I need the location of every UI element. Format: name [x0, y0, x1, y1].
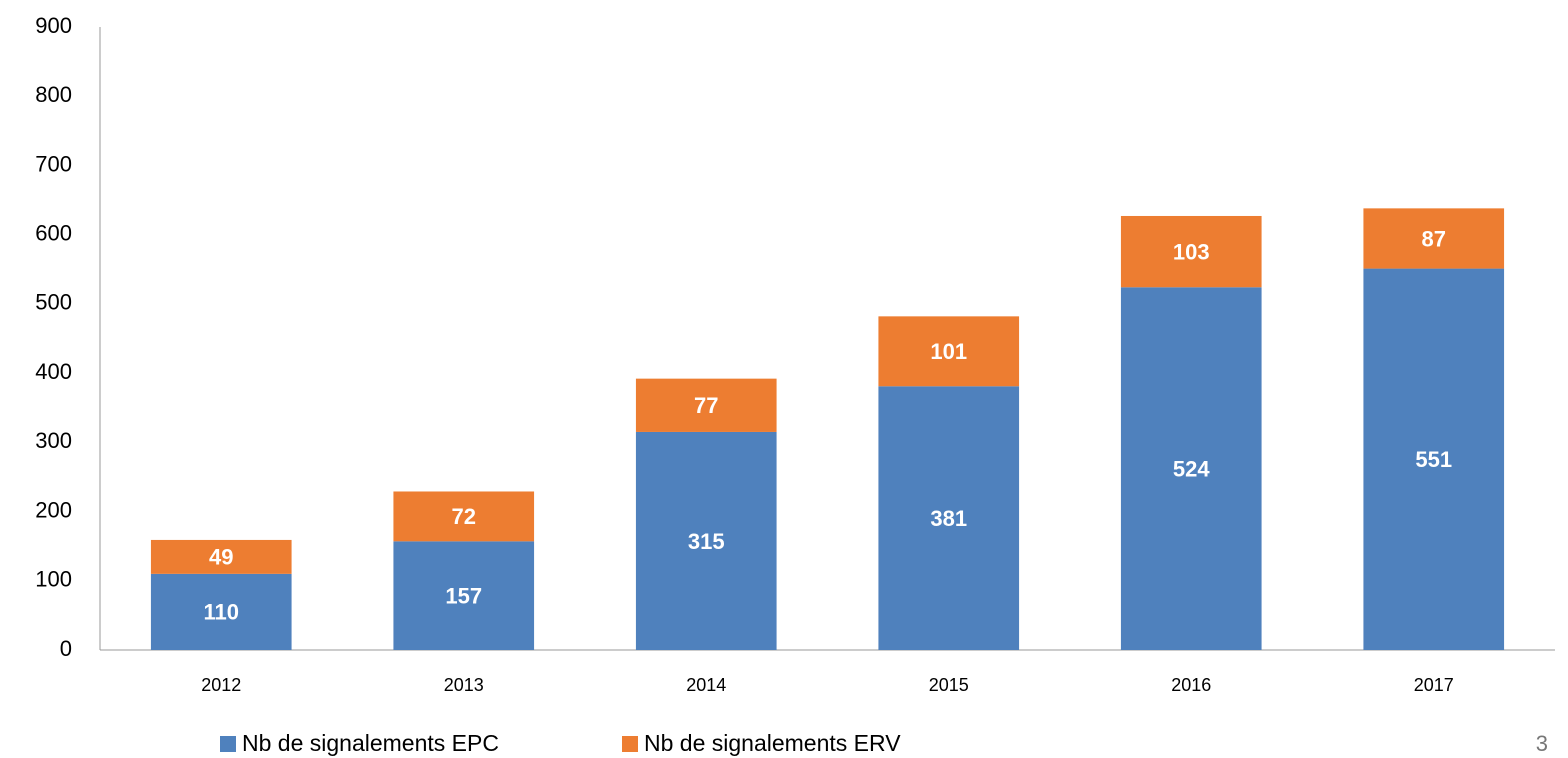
value-label: 77	[694, 393, 718, 418]
y-tick-label: 600	[35, 220, 72, 245]
value-label: 87	[1422, 226, 1446, 251]
y-tick-label: 200	[35, 497, 72, 522]
bar-segment	[150, 573, 292, 650]
bar-segment	[393, 491, 535, 542]
bar-segment	[878, 316, 1020, 387]
bar-segment	[1363, 268, 1505, 650]
bar-segment	[1363, 208, 1505, 269]
x-tick-label: 2016	[1171, 675, 1211, 695]
bar-segment	[150, 539, 292, 574]
y-tick-label: 800	[35, 82, 72, 107]
y-tick-label: 500	[35, 290, 72, 315]
legend-swatch	[622, 736, 638, 752]
bar-segment	[878, 386, 1020, 650]
value-label: 315	[688, 529, 725, 554]
bar-segment	[1120, 215, 1262, 288]
legend-label: Nb de signalements EPC	[242, 730, 499, 756]
x-tick-label: 2012	[201, 675, 241, 695]
value-label: 157	[445, 583, 482, 608]
y-tick-label: 700	[35, 151, 72, 176]
x-tick-label: 2013	[444, 675, 484, 695]
value-label: 72	[452, 504, 476, 529]
legend-label: Nb de signalements ERV	[644, 730, 901, 756]
value-label: 551	[1415, 447, 1452, 472]
bar-segment	[1120, 287, 1262, 650]
legend-swatch	[220, 736, 236, 752]
value-label: 101	[930, 339, 967, 364]
x-tick-label: 2014	[686, 675, 726, 695]
bar-segment	[635, 431, 777, 650]
y-tick-label: 0	[60, 636, 72, 661]
bar-segment	[635, 378, 777, 432]
bar-segment	[393, 541, 535, 650]
value-label: 524	[1173, 456, 1210, 481]
x-tick-label: 2017	[1414, 675, 1454, 695]
y-tick-label: 900	[35, 13, 72, 38]
y-tick-label: 400	[35, 359, 72, 384]
value-label: 381	[930, 506, 967, 531]
value-label: 49	[209, 545, 233, 570]
page-number: 3	[1536, 731, 1548, 756]
value-label: 110	[204, 600, 240, 625]
value-label: 103	[1173, 239, 1210, 264]
x-tick-label: 2015	[929, 675, 969, 695]
y-tick-label: 300	[35, 428, 72, 453]
y-tick-label: 100	[35, 567, 72, 592]
